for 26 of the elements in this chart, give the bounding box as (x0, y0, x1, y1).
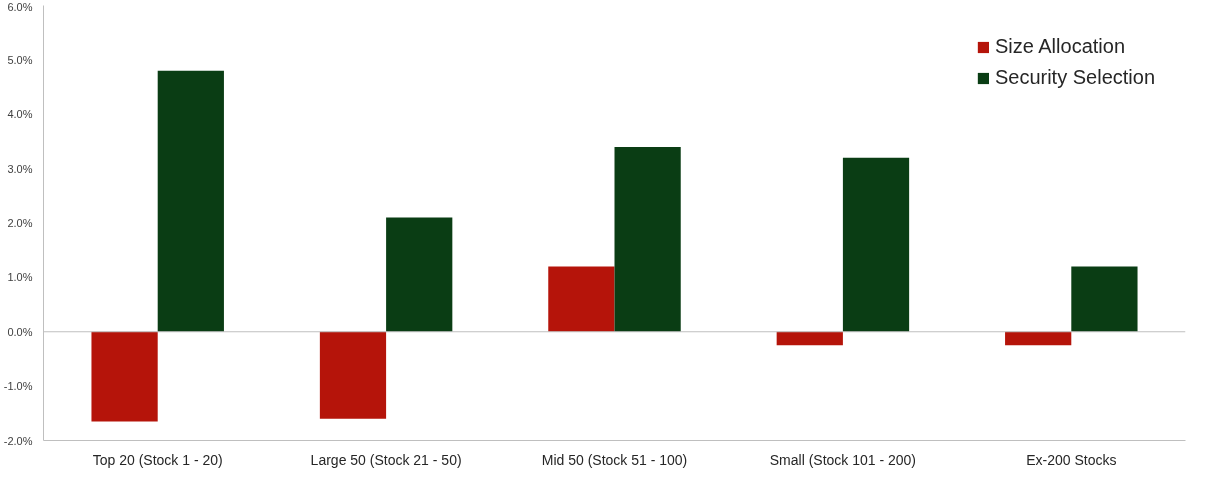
legend-label: Security Selection (994, 66, 1155, 89)
bar (614, 146, 681, 332)
y-tick-label: 2.0% (7, 217, 33, 229)
bar (386, 217, 453, 332)
x-tick-label: Ex-200 Stocks (1026, 451, 1117, 468)
x-tick-label: Large 50 (Stock 21 - 50) (310, 451, 462, 468)
y-tick-label: 4.0% (7, 108, 33, 121)
y-tick-label: -2.0% (3, 434, 33, 447)
bar (1005, 331, 1072, 346)
y-tick-label: 0.0% (7, 325, 33, 338)
x-tick-label: Mid 50 (Stock 51 - 100) (541, 451, 688, 468)
bar (776, 331, 843, 346)
bar (548, 266, 615, 332)
bar (842, 157, 910, 332)
bar (1071, 266, 1138, 332)
bar (157, 70, 224, 332)
y-tick-label: 1.0% (7, 271, 33, 284)
bar (91, 331, 158, 422)
legend-label: Size Allocation (994, 35, 1125, 58)
y-tick-label: -1.0% (3, 380, 33, 393)
y-tick-label: 6.0% (7, 0, 33, 13)
y-tick-label: 5.0% (7, 53, 33, 66)
bar (319, 331, 387, 419)
x-tick-label: Small (Stock 101 - 200) (769, 451, 917, 468)
y-tick-label: 3.0% (7, 162, 33, 175)
x-tick-label: Top 20 (Stock 1 - 20) (92, 451, 223, 468)
